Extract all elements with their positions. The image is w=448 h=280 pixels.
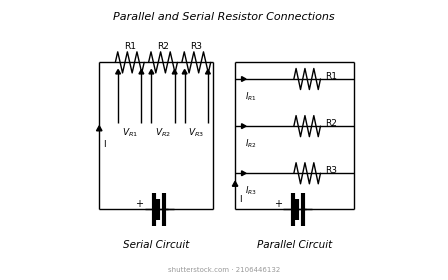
Polygon shape [116, 69, 121, 74]
Text: +: + [274, 199, 282, 209]
Text: $I_{R2}$: $I_{R2}$ [245, 137, 257, 150]
Polygon shape [172, 69, 177, 74]
Polygon shape [182, 69, 187, 74]
Text: R2: R2 [157, 42, 169, 51]
Polygon shape [96, 126, 102, 131]
Text: R3: R3 [325, 166, 337, 175]
Polygon shape [241, 76, 246, 81]
Text: $V_{R2}$: $V_{R2}$ [155, 126, 171, 139]
Polygon shape [149, 69, 154, 74]
Polygon shape [241, 124, 246, 129]
Text: shutterstock.com · 2106446132: shutterstock.com · 2106446132 [168, 267, 280, 273]
Polygon shape [139, 69, 144, 74]
Polygon shape [233, 181, 238, 186]
Text: $I_{R1}$: $I_{R1}$ [245, 90, 256, 102]
Text: $V_{R3}$: $V_{R3}$ [188, 126, 204, 139]
Text: Parallel and Serial Resistor Connections: Parallel and Serial Resistor Connections [113, 13, 335, 22]
Text: R2: R2 [325, 119, 337, 128]
Text: $V_{R1}$: $V_{R1}$ [122, 126, 138, 139]
Text: $I_{R3}$: $I_{R3}$ [245, 184, 257, 197]
Text: R1: R1 [325, 72, 337, 81]
Polygon shape [206, 69, 211, 74]
Text: +: + [135, 199, 143, 209]
Text: R3: R3 [190, 42, 202, 51]
Text: I: I [103, 140, 106, 149]
Text: R1: R1 [124, 42, 136, 51]
Text: I: I [239, 195, 242, 204]
Polygon shape [241, 171, 246, 176]
Text: Serial Circuit: Serial Circuit [123, 240, 189, 250]
Text: Parallel Circuit: Parallel Circuit [257, 240, 332, 250]
